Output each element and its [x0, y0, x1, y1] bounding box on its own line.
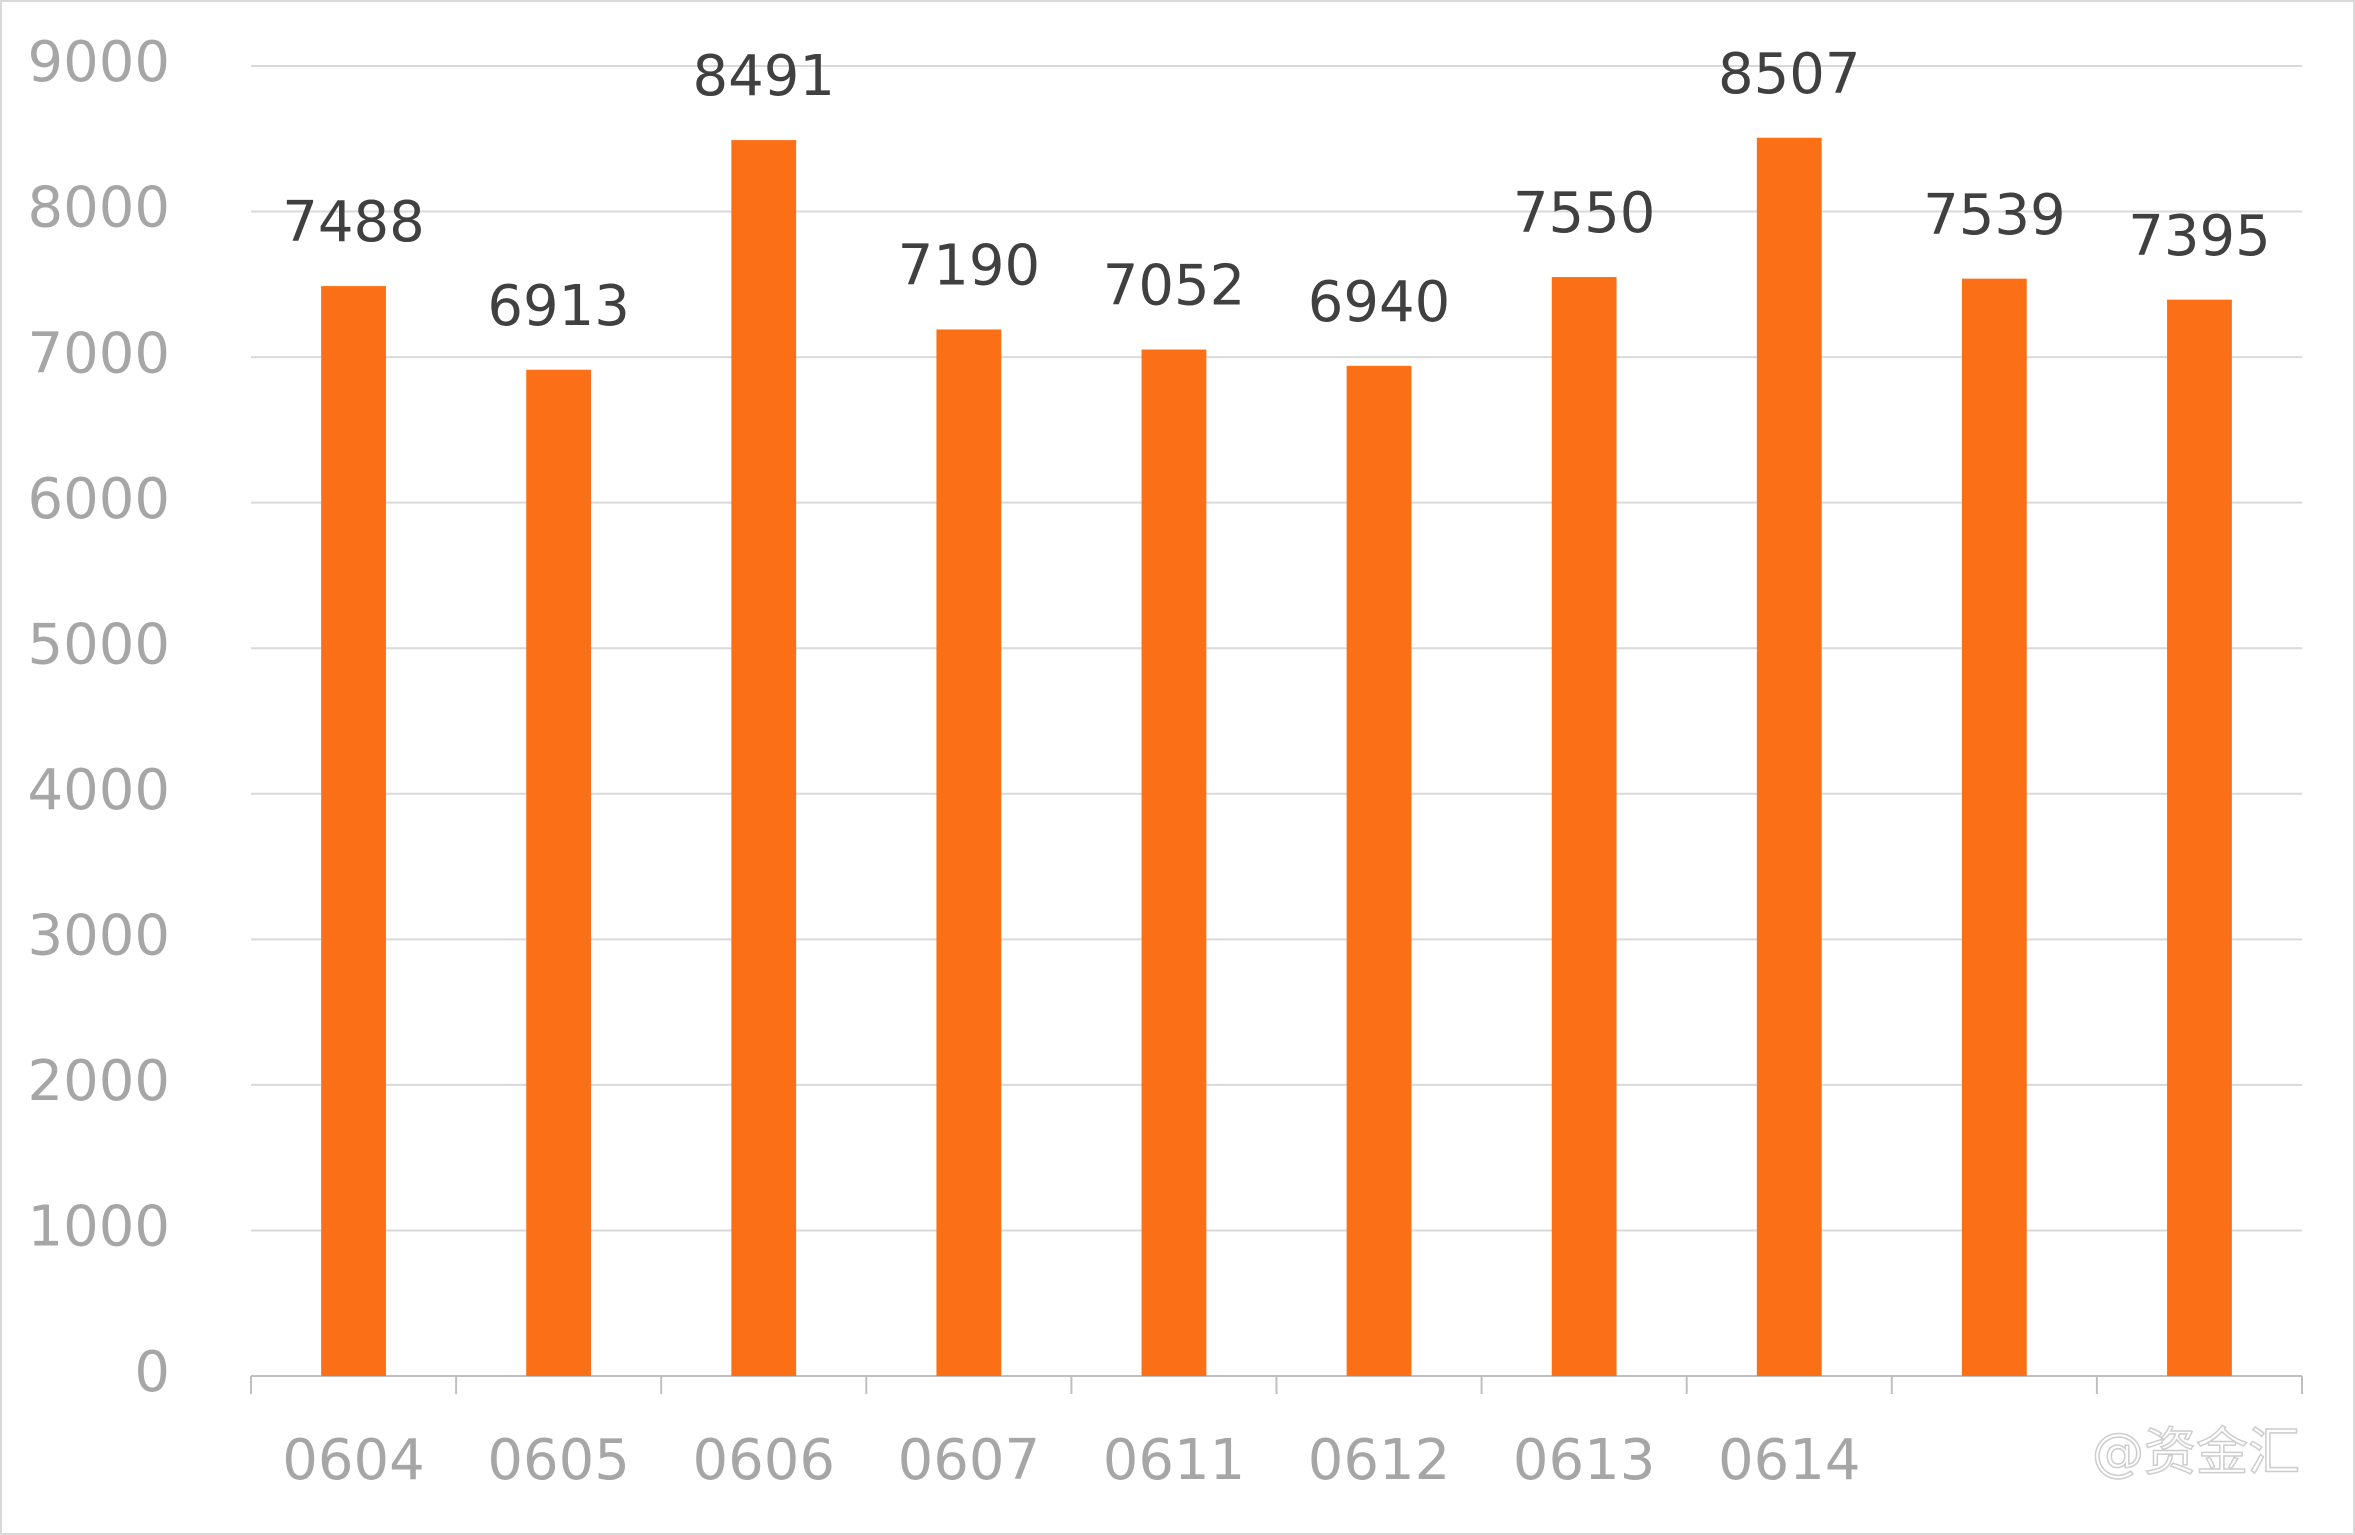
y-tick-label: 9000 — [27, 30, 170, 95]
data-label: 7052 — [1103, 254, 1246, 319]
y-tick-label: 6000 — [27, 467, 170, 532]
bar — [731, 140, 797, 1377]
x-tick-label: 0612 — [1308, 1428, 1451, 1493]
y-tick-label: 4000 — [27, 758, 170, 823]
bar — [1756, 137, 1822, 1376]
x-tick-label: 0605 — [487, 1428, 630, 1493]
x-tick-label: 0614 — [1718, 1428, 1861, 1493]
data-label: 7539 — [1923, 183, 2066, 248]
y-tick-label: 3000 — [27, 903, 170, 968]
data-label: 6940 — [1308, 270, 1451, 335]
y-tick-label: 7000 — [27, 321, 170, 386]
x-tick-label: 0604 — [282, 1428, 425, 1493]
data-label: 6913 — [487, 274, 630, 339]
y-tick-label: 1000 — [27, 1195, 170, 1260]
watermark: @资金汇 — [2092, 1423, 2300, 1483]
data-label: 8491 — [692, 44, 835, 109]
y-tick-label: 0 — [134, 1340, 170, 1405]
data-label: 7488 — [282, 190, 425, 255]
data-label: 7395 — [2128, 204, 2271, 269]
y-tick-label: 5000 — [27, 612, 170, 677]
data-label: 7550 — [1513, 181, 1656, 246]
bar — [321, 286, 386, 1377]
y-tick-label: 2000 — [27, 1049, 170, 1114]
data-label: 7190 — [898, 234, 1041, 299]
y-tick-label: 8000 — [27, 176, 170, 241]
bar — [2167, 299, 2232, 1376]
bar — [1961, 278, 2027, 1376]
x-tick-label: 0613 — [1513, 1428, 1656, 1493]
x-tick-label: 0611 — [1103, 1428, 1246, 1493]
data-label: 8507 — [1718, 42, 1861, 107]
bar — [936, 329, 1002, 1376]
bar — [526, 369, 592, 1377]
x-tick-label: 0607 — [898, 1428, 1041, 1493]
x-tick-label: 0606 — [692, 1428, 835, 1493]
bar — [1346, 365, 1412, 1376]
bar — [1141, 349, 1207, 1376]
bar — [1551, 277, 1617, 1376]
